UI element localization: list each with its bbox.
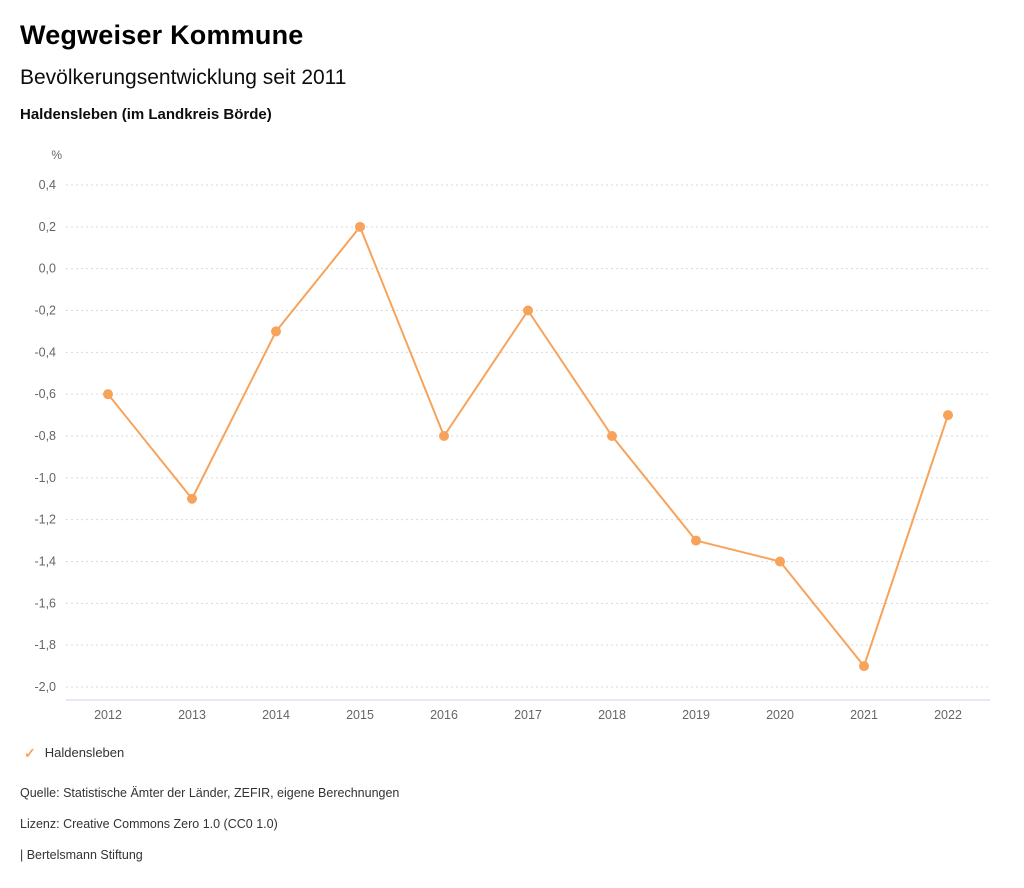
y-tick-label: -0,8 bbox=[34, 429, 56, 443]
legend-item-haldensleben[interactable]: ✓ Haldensleben bbox=[24, 745, 124, 760]
line-chart[interactable]: % 0,4 0,2 0,0 -0,2 -0,4 -0,6 -0,8 -1,0 -1,2 -1,4 -1… bbox=[0, 145, 1024, 735]
license-text: Lizenz: Creative Commons Zero 1.0 (CC0 1… bbox=[20, 817, 278, 831]
source-text: Quelle: Statistische Ämter der Länder, Z… bbox=[20, 786, 400, 800]
legend-check-icon: ✓ bbox=[24, 744, 36, 761]
y-axis-unit-label: % bbox=[51, 148, 62, 162]
data-point[interactable] bbox=[523, 305, 533, 316]
x-tick-label: 2019 bbox=[682, 708, 710, 722]
x-tick-label: 2014 bbox=[262, 708, 290, 722]
x-tick-label: 2013 bbox=[178, 708, 206, 722]
data-point[interactable] bbox=[439, 431, 449, 441]
x-tick-label: 2015 bbox=[346, 708, 374, 722]
y-tick-label: 0,4 bbox=[39, 178, 56, 192]
y-tick-label: -1,6 bbox=[34, 596, 56, 610]
y-tick-label: 0,2 bbox=[39, 220, 56, 234]
data-point[interactable] bbox=[859, 661, 869, 672]
chart-region-subtitle: Haldensleben (im Landkreis Börde) bbox=[20, 106, 272, 123]
y-tick-label: -2,0 bbox=[34, 680, 56, 694]
data-point[interactable] bbox=[355, 221, 365, 232]
data-point[interactable] bbox=[187, 493, 197, 504]
data-point[interactable] bbox=[103, 389, 113, 400]
y-tick-label: 0,0 bbox=[39, 262, 56, 276]
x-tick-label: 2012 bbox=[94, 708, 122, 722]
x-tick-label: 2020 bbox=[766, 708, 794, 722]
y-tick-label: -1,0 bbox=[34, 471, 56, 485]
page-title: Wegweiser Kommune bbox=[20, 20, 304, 50]
x-tick-label: 2016 bbox=[430, 708, 458, 722]
data-point[interactable] bbox=[943, 410, 953, 421]
y-tick-label: -1,4 bbox=[34, 555, 56, 569]
legend-item-label: Haldensleben bbox=[44, 745, 125, 760]
series-line bbox=[107, 225, 949, 668]
data-point[interactable] bbox=[691, 535, 701, 546]
y-tick-label: -1,2 bbox=[34, 513, 56, 527]
attribution-text: | Bertelsmann Stiftung bbox=[20, 848, 143, 862]
x-tick-label: 2017 bbox=[514, 708, 542, 722]
y-tick-label: -0,6 bbox=[34, 387, 56, 401]
x-tick-label: 2018 bbox=[598, 708, 626, 722]
y-tick-label: -1,8 bbox=[34, 638, 56, 652]
y-tick-label: -0,2 bbox=[34, 304, 56, 318]
data-point[interactable] bbox=[775, 556, 785, 567]
y-tick-label: -0,4 bbox=[34, 345, 56, 359]
x-tick-label: 2021 bbox=[850, 708, 878, 722]
chart-title: Bevölkerungsentwicklung seit 2011 bbox=[20, 66, 347, 89]
data-point[interactable] bbox=[271, 326, 281, 337]
data-point[interactable] bbox=[607, 431, 617, 441]
x-tick-label: 2022 bbox=[934, 708, 962, 722]
